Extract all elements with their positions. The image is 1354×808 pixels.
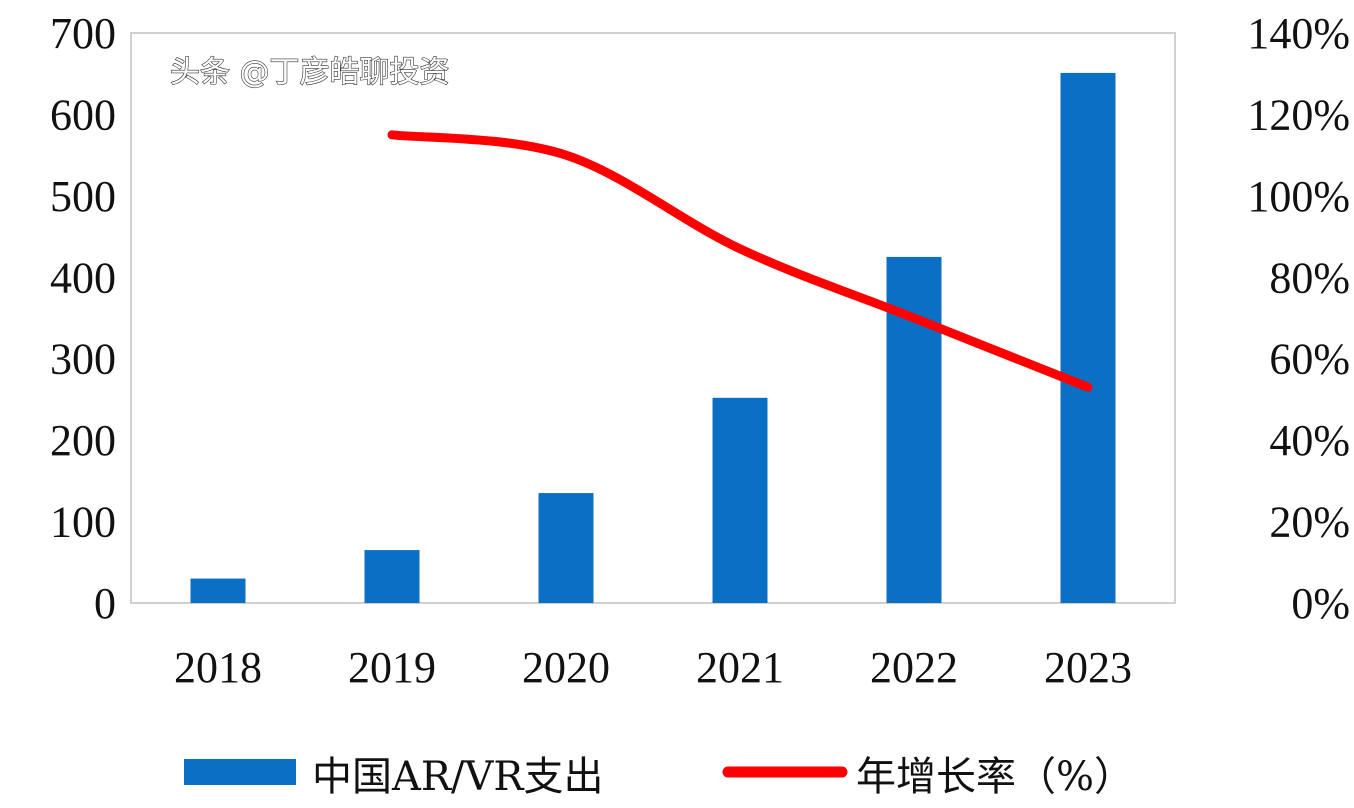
x-axis-ticks: 2018 2019 2020 2021 2022 2023 — [174, 643, 1132, 692]
left-tick-label: 100 — [50, 498, 116, 547]
left-tick-label: 400 — [50, 253, 116, 302]
right-tick-label: 60% — [1269, 335, 1350, 384]
plot-frame — [130, 32, 1176, 604]
left-tick-label: 700 — [50, 9, 116, 58]
x-tick-label: 2019 — [348, 643, 436, 692]
right-tick-label: 40% — [1269, 416, 1350, 465]
left-tick-label: 0 — [94, 579, 116, 628]
right-tick-label: 120% — [1247, 90, 1350, 139]
left-axis-ticks: 0 100 200 300 400 500 600 700 — [50, 9, 116, 628]
left-tick-label: 600 — [50, 90, 116, 139]
bar-2023 — [1060, 72, 1116, 603]
right-tick-label: 100% — [1247, 172, 1350, 221]
right-tick-label: 0% — [1291, 579, 1350, 628]
growth-line — [387, 130, 1093, 392]
watermark: 头条 @丁彦皓聊投资 — [170, 55, 450, 90]
bar-2020 — [538, 493, 594, 603]
x-tick-label: 2021 — [696, 643, 784, 692]
right-axis-ticks: 0% 20% 40% 60% 80% 100% 120% 140% — [1247, 9, 1350, 628]
x-tick-label: 2020 — [522, 643, 610, 692]
bar-2021 — [712, 397, 768, 603]
x-tick-label: 2023 — [1044, 643, 1132, 692]
right-tick-label: 20% — [1269, 498, 1350, 547]
right-tick-label: 140% — [1247, 9, 1350, 58]
bars — [190, 72, 1116, 603]
x-tick-label: 2022 — [870, 643, 958, 692]
right-tick-label: 80% — [1269, 253, 1350, 302]
bar-2019 — [364, 550, 420, 603]
left-tick-label: 200 — [50, 416, 116, 465]
legend-swatch-bar — [184, 759, 296, 785]
legend-label-line: 年增长率（%） — [856, 754, 1134, 800]
x-tick-label: 2018 — [174, 643, 262, 692]
left-tick-label: 500 — [50, 172, 116, 221]
bar-2018 — [190, 578, 246, 603]
legend: 中国AR/VR支出 年增长率（%） — [184, 754, 1134, 800]
growth-line-path — [387, 130, 1093, 392]
legend-label-bar: 中国AR/VR支出 — [312, 754, 603, 800]
left-tick-label: 300 — [50, 335, 116, 384]
